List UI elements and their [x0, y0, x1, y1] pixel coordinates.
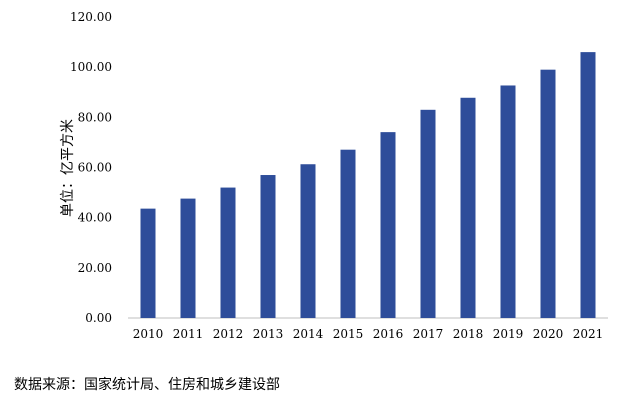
x-axis: 2010 2011 2012 2013 2014 2015 2016 2017 2018 2019…	[128, 317, 608, 341]
y-tick-label: 20.00	[78, 261, 112, 275]
x-tick-label: 2015	[333, 327, 364, 341]
x-tick-label: 2021	[573, 327, 604, 341]
x-tick-label: 2012	[213, 327, 244, 341]
bar-2014	[300, 164, 316, 318]
x-tick-label: 2019	[493, 327, 524, 341]
x-tick-label: 2014	[293, 327, 324, 341]
bar-2010	[140, 208, 156, 318]
bar-2012	[220, 187, 236, 318]
x-tick-label: 2013	[253, 327, 284, 341]
x-tick-label: 2010	[133, 327, 164, 341]
bar-2019	[500, 85, 516, 318]
bar-2021	[580, 52, 596, 318]
x-tick-label: 2016	[373, 327, 404, 341]
bars	[140, 52, 596, 318]
source-note: 数据来源：国家统计局、住房和城乡建设部	[14, 377, 280, 393]
y-axis: 0.00 20.00 40.00 60.00 80.00 100.00 120.00	[70, 10, 112, 325]
bar-2016	[380, 132, 396, 318]
y-tick-label: 60.00	[78, 161, 112, 175]
y-tick-label: 120.00	[70, 10, 112, 24]
x-tick-label: 2020	[533, 327, 564, 341]
y-tick-label: 0.00	[85, 311, 112, 325]
x-tick-label: 2011	[173, 327, 204, 341]
bar-2020	[540, 69, 556, 318]
x-tick-label: 2018	[453, 327, 484, 341]
bar-2015	[340, 149, 356, 318]
y-axis-label: 单位：亿平方米	[60, 119, 76, 217]
bar-2018	[460, 97, 476, 318]
x-tick-label: 2017	[413, 327, 444, 341]
bar-2017	[420, 109, 436, 318]
bar-2013	[260, 175, 276, 318]
y-tick-label: 80.00	[78, 110, 112, 124]
y-tick-label: 100.00	[70, 60, 112, 74]
y-tick-label: 40.00	[78, 211, 112, 225]
bar-2011	[180, 198, 196, 318]
